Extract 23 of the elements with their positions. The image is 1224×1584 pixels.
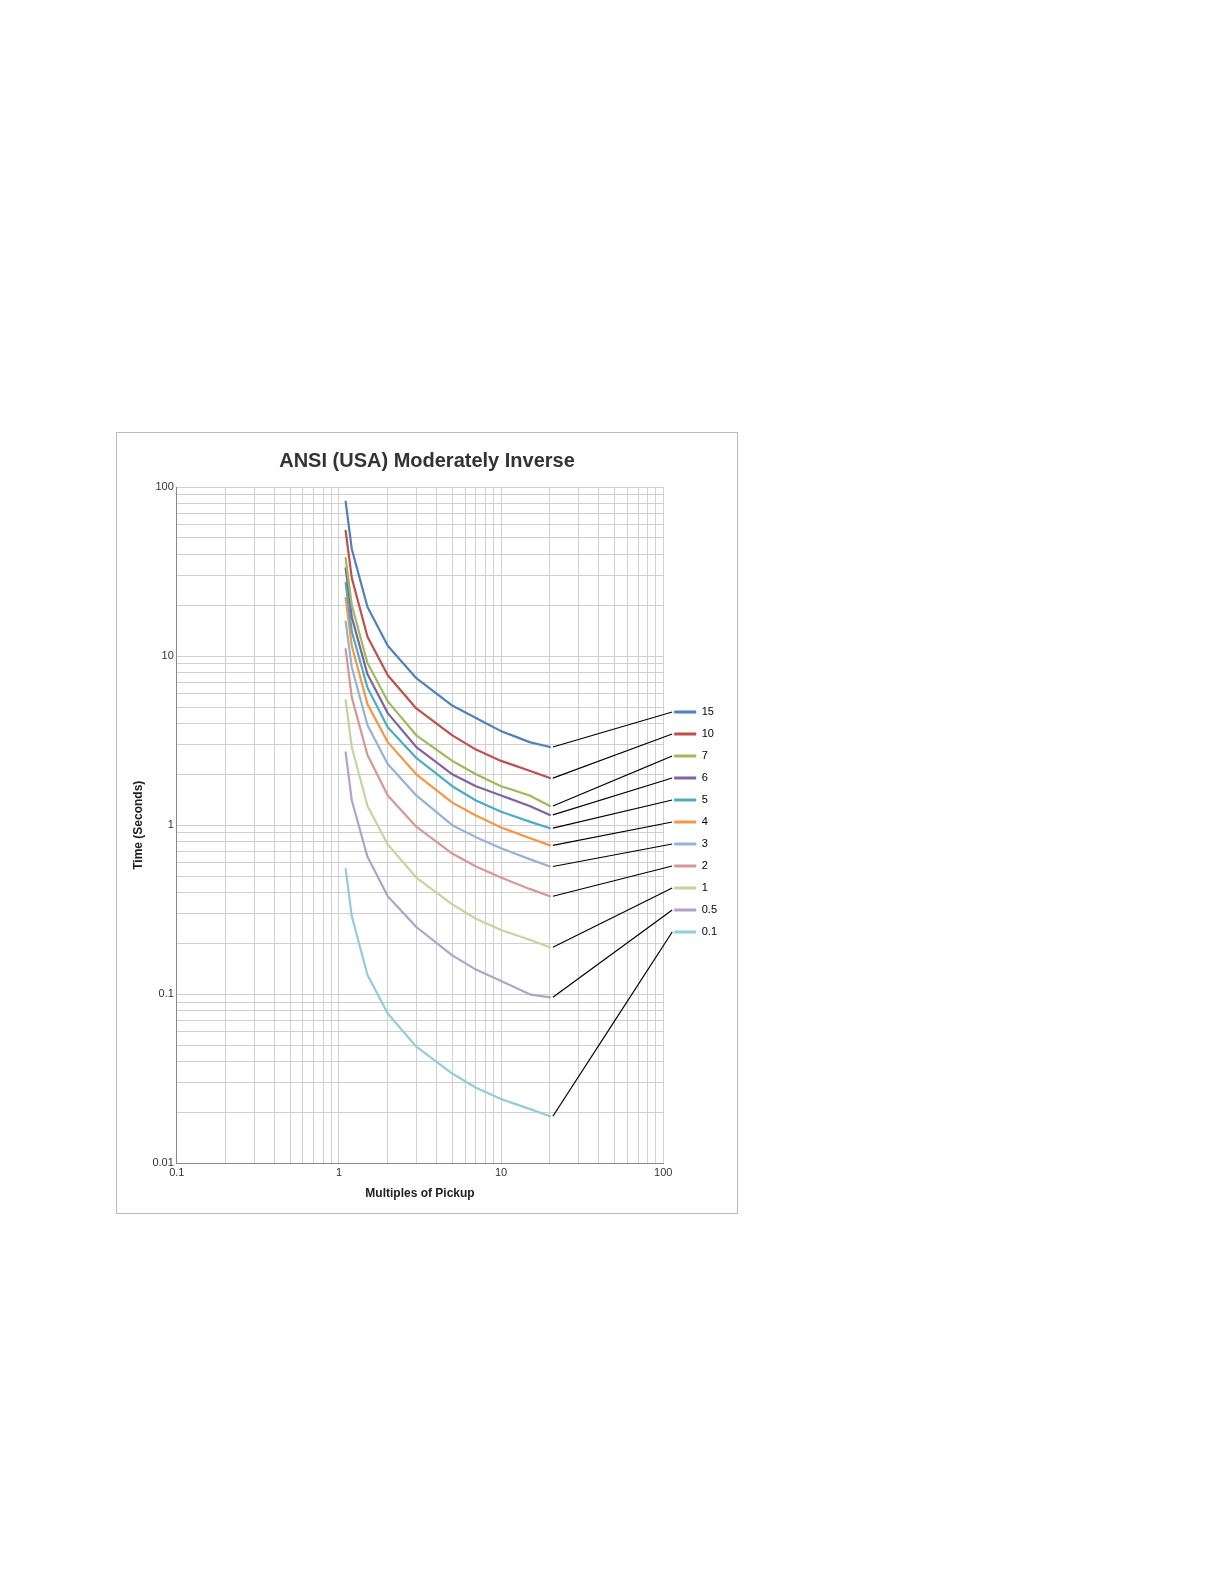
legend-label: 6: [701, 771, 708, 784]
legend-label: 5: [701, 793, 708, 806]
x-tick-label: 1: [335, 1166, 342, 1179]
y-axis-title: Time (Seconds): [130, 780, 145, 870]
x-axis-title: Multiples of Pickup: [365, 1186, 475, 1201]
y-tick-label: 100: [155, 480, 174, 493]
legend-label: 0.1: [701, 925, 718, 938]
x-tick-label: 100: [654, 1166, 673, 1179]
legend-label: 2: [701, 859, 708, 872]
y-tick-label: 0.1: [158, 987, 174, 1000]
y-tick-label: 0.01: [152, 1156, 174, 1169]
legend-label: 15: [701, 705, 714, 718]
chart-title: ANSI (USA) Moderately Inverse: [279, 448, 575, 471]
x-tick-label: 10: [494, 1166, 508, 1179]
x-tick-label: 0.1: [169, 1166, 185, 1179]
legend-label: 4: [701, 815, 708, 828]
legend-label: 0.5: [701, 903, 718, 916]
legend-label: 7: [701, 749, 708, 762]
legend-label: 1: [701, 881, 708, 894]
y-tick-label: 10: [161, 649, 174, 662]
y-tick-label: 1: [167, 818, 174, 831]
legend-label: 10: [701, 727, 714, 740]
legend-label: 3: [701, 837, 708, 850]
